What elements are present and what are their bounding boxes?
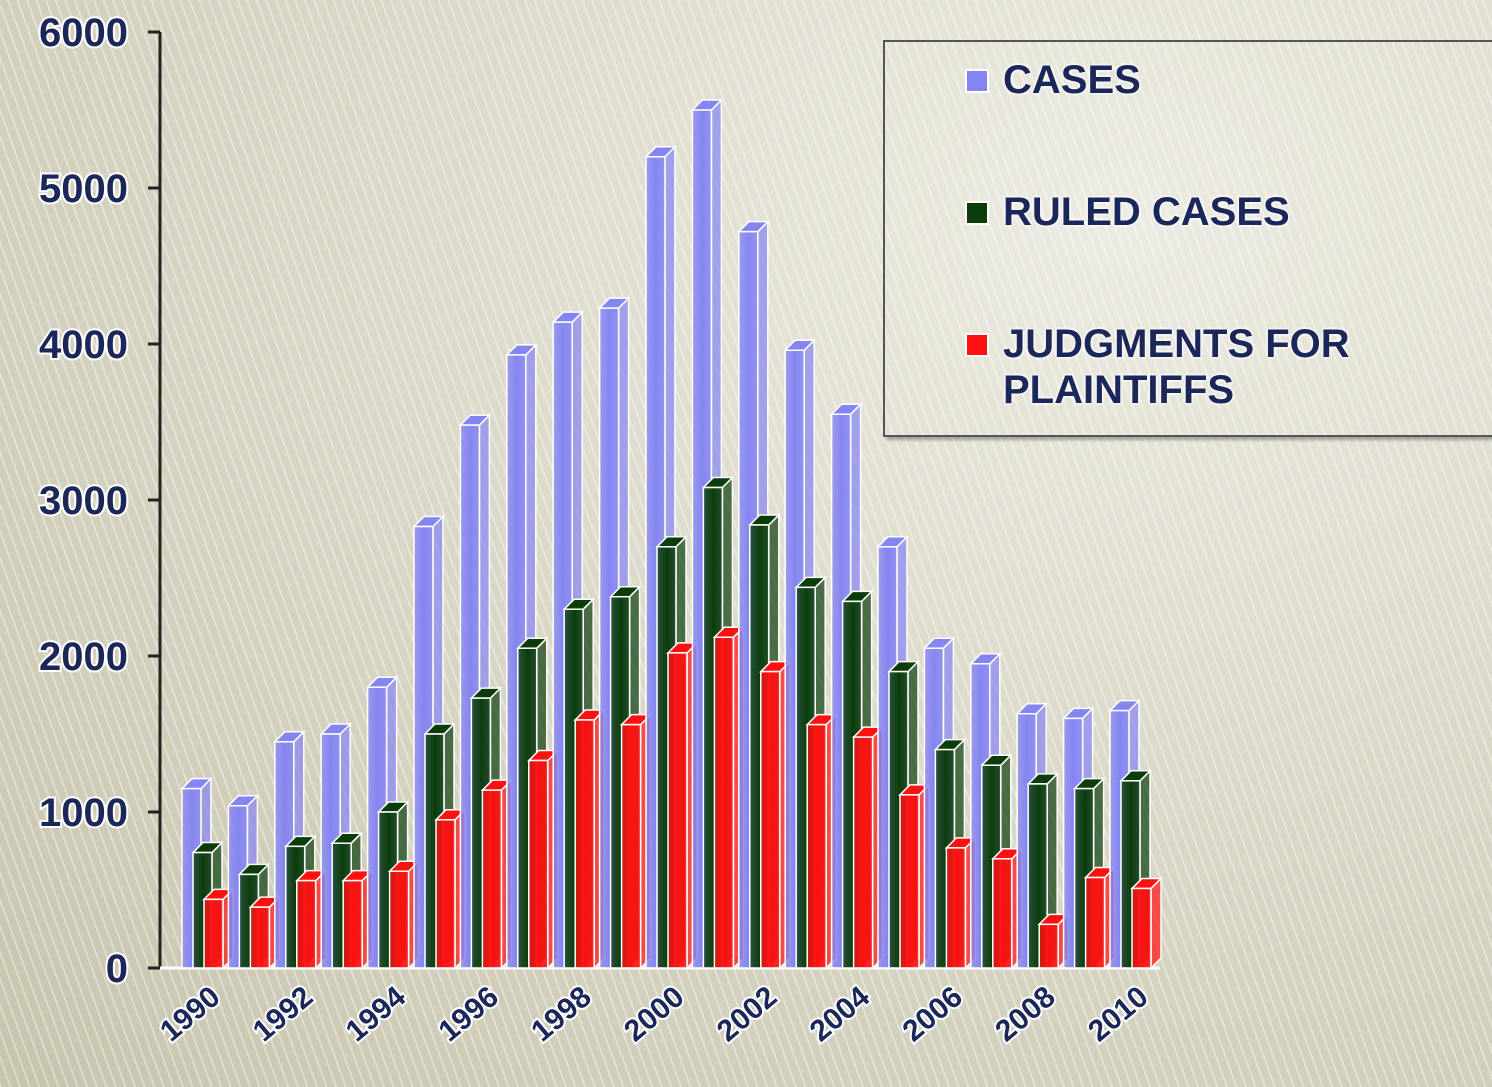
bar-front — [667, 652, 688, 969]
y-tick-label: 3000 — [39, 479, 128, 523]
bar-front — [620, 723, 642, 969]
x-tick-label: 2000 — [618, 980, 690, 1048]
x-tick-label: 2006 — [897, 980, 969, 1048]
bar-front — [945, 847, 967, 969]
y-tick-label: 1000 — [39, 791, 128, 835]
bar-front — [481, 789, 503, 969]
x-tick-label: 1996 — [433, 980, 505, 1048]
bar-front — [1038, 923, 1059, 969]
x-tick-label: 2010 — [1082, 980, 1154, 1048]
legend-label: RULED CASES — [1003, 190, 1290, 234]
x-tick-label: 2002 — [711, 980, 783, 1048]
legend-item: RULED CASES — [965, 189, 1405, 235]
bar-front — [806, 723, 827, 969]
y-tick-label: 6000 — [39, 11, 128, 55]
bar-front — [899, 794, 920, 969]
bar-side — [1150, 876, 1162, 970]
bar-front — [1084, 876, 1106, 969]
bar-front — [435, 819, 456, 969]
bar-front — [296, 879, 317, 969]
y-tick-label: 2000 — [39, 635, 128, 679]
legend-label: CASES — [1003, 58, 1141, 102]
legend-swatch — [965, 69, 989, 93]
legend-item: CASES — [965, 57, 1405, 103]
bar-front — [203, 898, 224, 969]
x-tick-label: 1990 — [154, 980, 226, 1048]
bar-front — [574, 719, 595, 969]
bar-front — [249, 906, 271, 969]
x-tick-label: 1994 — [340, 980, 413, 1048]
bar-front — [1131, 887, 1152, 969]
bar — [1130, 876, 1163, 970]
bar-front — [760, 670, 781, 969]
bar-front — [528, 759, 549, 969]
bar-front — [992, 858, 1013, 969]
bar — [619, 712, 653, 970]
x-tick-label: 1992 — [247, 980, 319, 1048]
x-tick-label: 2004 — [804, 980, 877, 1048]
bar-front — [852, 736, 874, 969]
legend-swatch — [965, 333, 989, 357]
x-tick-label: 1998 — [525, 980, 597, 1048]
y-tick-label: 5000 — [39, 167, 128, 211]
legend-swatch — [965, 201, 989, 225]
bar-front — [342, 879, 363, 969]
y-tick-label: 4000 — [39, 323, 128, 367]
legend: CASES RULED CASES JUDGMENTS FOR PLAINTIFFS — [883, 40, 1492, 437]
y-tick-label: 0 — [106, 947, 128, 991]
x-tick-label: 2008 — [989, 980, 1061, 1048]
bar-front — [388, 870, 410, 969]
legend-label: JUDGMENTS FOR PLAINTIFFS — [1003, 322, 1350, 412]
legend-item: JUDGMENTS FOR PLAINTIFFS — [965, 321, 1405, 413]
bar-front — [713, 636, 735, 969]
